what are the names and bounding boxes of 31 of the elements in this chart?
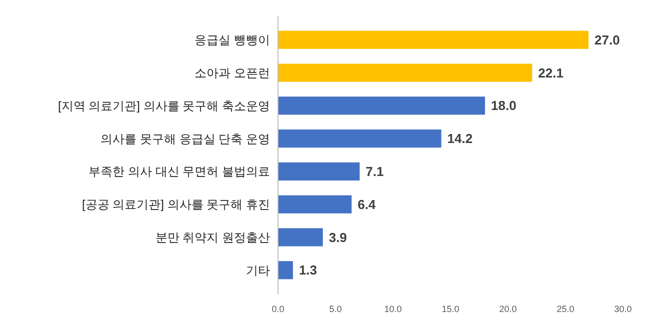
data-label: 14.2 bbox=[447, 131, 473, 146]
x-tick-label: 10.0 bbox=[384, 304, 402, 314]
data-label: 22.1 bbox=[538, 65, 564, 80]
y-tick-label: [지역 의료기관] 의사를 못구해 축소운영 bbox=[58, 98, 270, 113]
x-tick-label: 15.0 bbox=[442, 304, 460, 314]
x-tick-label: 25.0 bbox=[556, 304, 574, 314]
bar bbox=[278, 162, 360, 180]
bar bbox=[278, 228, 323, 246]
bar bbox=[278, 195, 352, 214]
y-tick-label: 의사를 못구해 응급실 단축 운영 bbox=[100, 132, 270, 146]
data-label: 1.3 bbox=[298, 262, 318, 278]
data-label: 3.9 bbox=[328, 230, 347, 245]
x-tick-label: 5.0 bbox=[329, 304, 342, 314]
x-tick-label: 30.0 bbox=[614, 304, 632, 314]
data-label: 27.0 bbox=[594, 32, 620, 48]
x-tick-label: 0.0 bbox=[272, 304, 284, 314]
y-tick-label: 부족한 의사 대신 무면허 불법의료 bbox=[88, 164, 270, 179]
y-tick-label: [공공 의료기관] 의사를 못구해 휴진 bbox=[82, 198, 270, 212]
y-tick-label: 분만 취약지 원정출산 bbox=[155, 230, 270, 244]
y-tick-label: 소아과 오픈런 bbox=[194, 66, 270, 80]
data-label: 18.0 bbox=[491, 98, 516, 114]
y-tick-label: 응급실 뺑뺑이 bbox=[194, 33, 270, 48]
bar bbox=[278, 30, 588, 49]
data-label: 7.1 bbox=[366, 164, 384, 179]
y-tick-label: 기타 bbox=[246, 263, 270, 278]
bar bbox=[278, 130, 442, 148]
x-tick-label: 20.0 bbox=[499, 304, 517, 314]
data-label: 6.4 bbox=[358, 196, 376, 212]
bar bbox=[278, 261, 293, 280]
bar bbox=[278, 64, 532, 82]
bar bbox=[278, 96, 485, 115]
